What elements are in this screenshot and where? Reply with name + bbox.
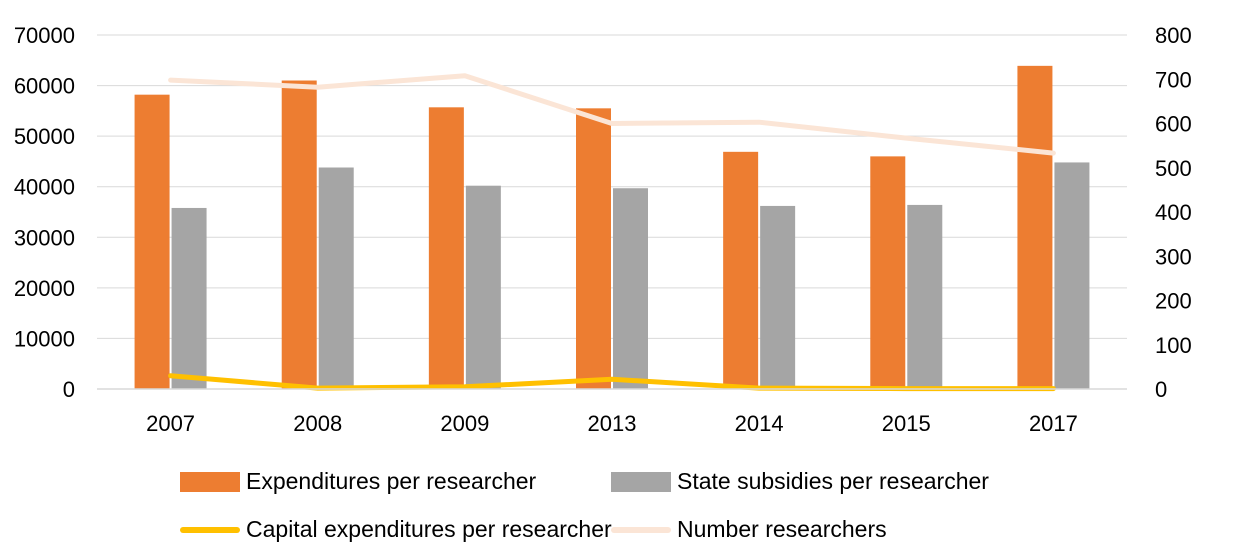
x-tick-label: 2017 bbox=[1029, 411, 1078, 436]
bar-expenditures bbox=[281, 80, 317, 389]
x-tick-label: 2009 bbox=[440, 411, 489, 436]
bar-state-subsidies bbox=[760, 205, 796, 389]
y-right-tick-label: 200 bbox=[1155, 289, 1192, 314]
x-tick-label: 2014 bbox=[735, 411, 784, 436]
y-left-tick-label: 0 bbox=[63, 377, 75, 402]
y-left-tick-label: 20000 bbox=[14, 276, 75, 301]
left-axis-ticks: 0 10000 20000 30000 40000 50000 60000 70000 bbox=[14, 23, 75, 402]
bar-expenditures bbox=[870, 156, 906, 389]
x-tick-label: 2013 bbox=[588, 411, 637, 436]
x-tick-label: 2007 bbox=[146, 411, 195, 436]
y-right-tick-label: 600 bbox=[1155, 112, 1192, 137]
y-left-tick-label: 70000 bbox=[14, 23, 75, 48]
x-tick-label: 2015 bbox=[882, 411, 931, 436]
bar-expenditures bbox=[428, 107, 464, 390]
bar-state-subsidies bbox=[613, 188, 648, 389]
y-right-tick-label: 500 bbox=[1155, 156, 1192, 181]
y-left-tick-label: 10000 bbox=[14, 326, 75, 351]
y-left-tick-label: 40000 bbox=[14, 175, 75, 200]
y-right-tick-label: 100 bbox=[1155, 333, 1192, 358]
y-right-tick-label: 700 bbox=[1155, 67, 1192, 92]
y-left-tick-label: 30000 bbox=[14, 225, 75, 250]
x-axis-ticks: 2007 2008 2009 2013 2014 2015 2017 bbox=[146, 411, 1078, 436]
bar-expenditures bbox=[1017, 65, 1053, 389]
bar-state-subsidies bbox=[1054, 162, 1090, 389]
y-right-tick-label: 400 bbox=[1155, 200, 1192, 225]
bar-marks bbox=[134, 65, 1090, 390]
bar-expenditures bbox=[134, 94, 170, 389]
y-right-tick-label: 0 bbox=[1155, 377, 1167, 402]
bar-expenditures bbox=[723, 151, 759, 389]
y-right-tick-label: 800 bbox=[1155, 23, 1192, 48]
bar-state-subsidies bbox=[171, 207, 207, 389]
bar-state-subsidies bbox=[907, 204, 943, 389]
bar-state-subsidies bbox=[465, 185, 501, 389]
right-axis-ticks: 0 100 200 300 400 500 600 700 800 bbox=[1155, 23, 1192, 402]
gridlines bbox=[97, 34, 1127, 339]
bar-expenditures bbox=[576, 108, 611, 389]
x-tick-label: 2008 bbox=[293, 411, 342, 436]
bar-state-subsidies bbox=[318, 167, 354, 389]
line-number-researchers bbox=[168, 73, 1056, 156]
y-left-tick-label: 50000 bbox=[14, 124, 75, 149]
y-right-tick-label: 300 bbox=[1155, 244, 1192, 269]
y-left-tick-label: 60000 bbox=[14, 74, 75, 99]
